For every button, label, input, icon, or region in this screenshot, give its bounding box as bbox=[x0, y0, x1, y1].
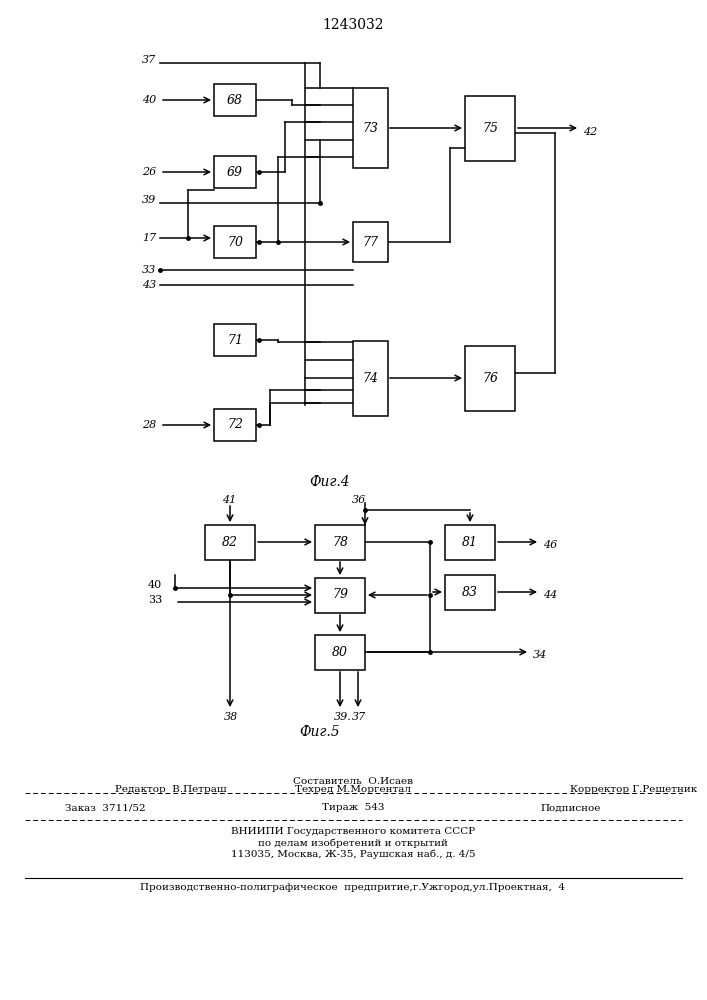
Text: Фиг.5: Фиг.5 bbox=[300, 725, 340, 739]
Bar bbox=[353, 88, 387, 168]
Bar bbox=[315, 578, 365, 612]
Text: 69: 69 bbox=[227, 165, 243, 178]
Bar bbox=[465, 346, 515, 410]
Text: 40: 40 bbox=[142, 95, 156, 105]
Text: 37: 37 bbox=[352, 712, 366, 722]
Bar bbox=[353, 340, 387, 416]
Bar bbox=[315, 524, 365, 560]
Text: 38: 38 bbox=[224, 712, 238, 722]
Text: 113035, Москва, Ж-35, Раушская наб., д. 4/5: 113035, Москва, Ж-35, Раушская наб., д. … bbox=[230, 849, 475, 859]
Text: 43: 43 bbox=[142, 280, 156, 290]
Text: 82: 82 bbox=[222, 536, 238, 548]
Text: Составитель  О.Исаев: Составитель О.Исаев bbox=[293, 776, 413, 786]
Text: 28: 28 bbox=[142, 420, 156, 430]
Text: по делам изобретений и открытий: по делам изобретений и открытий bbox=[258, 838, 448, 848]
Text: 68: 68 bbox=[227, 94, 243, 106]
Text: 42: 42 bbox=[583, 127, 597, 137]
Bar bbox=[214, 324, 256, 356]
Text: Фиг.4: Фиг.4 bbox=[310, 475, 350, 489]
Text: 73: 73 bbox=[362, 121, 378, 134]
Bar bbox=[445, 524, 495, 560]
Bar bbox=[214, 226, 256, 258]
Text: Корректор Г.Решетник: Корректор Г.Решетник bbox=[570, 784, 697, 794]
Text: 76: 76 bbox=[482, 371, 498, 384]
Text: 74: 74 bbox=[362, 371, 378, 384]
Text: 33: 33 bbox=[142, 265, 156, 275]
Text: 78: 78 bbox=[332, 536, 348, 548]
Text: Заказ  3711/52: Заказ 3711/52 bbox=[65, 804, 146, 812]
Bar bbox=[315, 635, 365, 670]
Text: 70: 70 bbox=[227, 235, 243, 248]
Text: Техред М.Моргентал: Техред М.Моргентал bbox=[295, 784, 411, 794]
Text: 36: 36 bbox=[352, 495, 366, 505]
Text: 71: 71 bbox=[227, 334, 243, 347]
Bar bbox=[445, 574, 495, 609]
Text: 83: 83 bbox=[462, 585, 478, 598]
Text: 46: 46 bbox=[543, 540, 557, 550]
Text: 17: 17 bbox=[142, 233, 156, 243]
Text: Подписное: Подписное bbox=[540, 804, 600, 812]
Text: 80: 80 bbox=[332, 646, 348, 658]
Bar bbox=[465, 96, 515, 160]
Text: 79: 79 bbox=[332, 588, 348, 601]
Text: 40: 40 bbox=[148, 580, 162, 590]
Text: 41: 41 bbox=[222, 495, 236, 505]
Text: 26: 26 bbox=[142, 167, 156, 177]
Bar bbox=[353, 222, 387, 262]
Text: 72: 72 bbox=[227, 418, 243, 432]
Text: ВНИИПИ Государственного комитета СССР: ВНИИПИ Государственного комитета СССР bbox=[231, 828, 475, 836]
Bar bbox=[205, 524, 255, 560]
Text: 33: 33 bbox=[148, 595, 162, 605]
Bar bbox=[214, 84, 256, 116]
Text: 37: 37 bbox=[142, 55, 156, 65]
Bar bbox=[214, 156, 256, 188]
Text: 75: 75 bbox=[482, 121, 498, 134]
Bar bbox=[214, 409, 256, 441]
Text: Производственно-полиграфическое  предпритие,г.Ужгород,ул.Проектная,  4: Производственно-полиграфическое предприт… bbox=[141, 884, 566, 892]
Text: 77: 77 bbox=[362, 235, 378, 248]
Text: 39.: 39. bbox=[334, 712, 352, 722]
Text: 34: 34 bbox=[533, 650, 547, 660]
Text: 81: 81 bbox=[462, 536, 478, 548]
Text: 44: 44 bbox=[543, 590, 557, 600]
Text: Редактор  В.Петраш: Редактор В.Петраш bbox=[115, 784, 227, 794]
Text: Тираж  543: Тираж 543 bbox=[322, 804, 384, 812]
Text: 39: 39 bbox=[142, 195, 156, 205]
Text: 1243032: 1243032 bbox=[322, 18, 384, 32]
